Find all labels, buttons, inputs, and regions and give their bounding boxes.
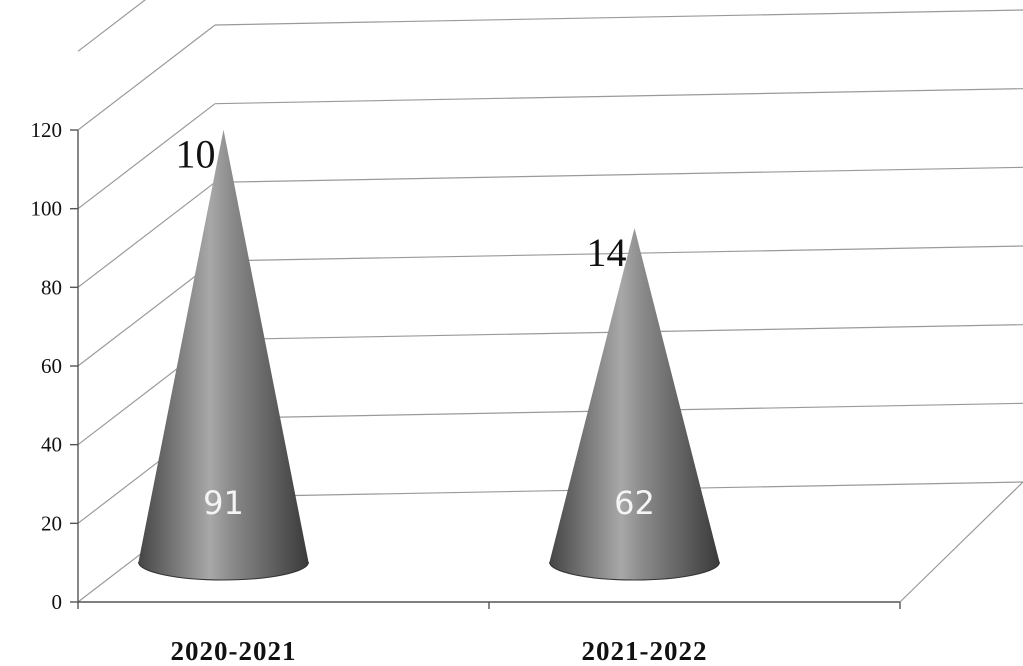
x-axis-ticks: 2020-2021 2021-2022 — [171, 636, 708, 666]
axes — [70, 129, 1023, 609]
y-tick-label: 0 — [52, 590, 63, 614]
y-tick-label: 120 — [31, 118, 63, 142]
grid-diagonal — [77, 24, 216, 131]
x-tick-label: 2021-2022 — [582, 636, 708, 666]
grid-diagonal — [77, 260, 216, 367]
grid-back-line — [214, 166, 1023, 183]
cone-body — [138, 129, 309, 580]
grid-back-line — [214, 9, 1023, 26]
cone-top-label: 10 — [176, 132, 216, 177]
cone-base-rim — [138, 561, 309, 581]
cone-inner-label: 91 — [203, 484, 244, 522]
cone-inner-label: 62 — [614, 484, 655, 522]
cone-2021-2022: 14 62 — [549, 228, 720, 581]
grid-diagonal — [77, 103, 216, 210]
y-axis-ticks: 0 20 40 60 80 100 120 — [31, 118, 63, 614]
y-tick-label: 40 — [41, 433, 62, 457]
grid-back-line — [214, 88, 1023, 105]
grid-back-line — [214, 245, 1023, 262]
y-tick-label: 80 — [41, 275, 62, 299]
cone-2020-2021: 10 91 — [138, 129, 309, 581]
y-tick-label: 60 — [41, 354, 62, 378]
cones: 10 91 14 62 — [138, 129, 720, 581]
y-tick-label: 20 — [41, 511, 62, 535]
cone-top-label: 14 — [587, 230, 627, 275]
floor-right-edge — [899, 481, 1023, 603]
y-tick-label: 100 — [31, 197, 63, 221]
cone-body — [549, 228, 720, 581]
grid-diagonal — [77, 181, 216, 288]
grid-diagonal — [77, 0, 146, 52]
x-tick-label: 2020-2021 — [171, 636, 297, 666]
cone-base-rim — [549, 561, 720, 581]
